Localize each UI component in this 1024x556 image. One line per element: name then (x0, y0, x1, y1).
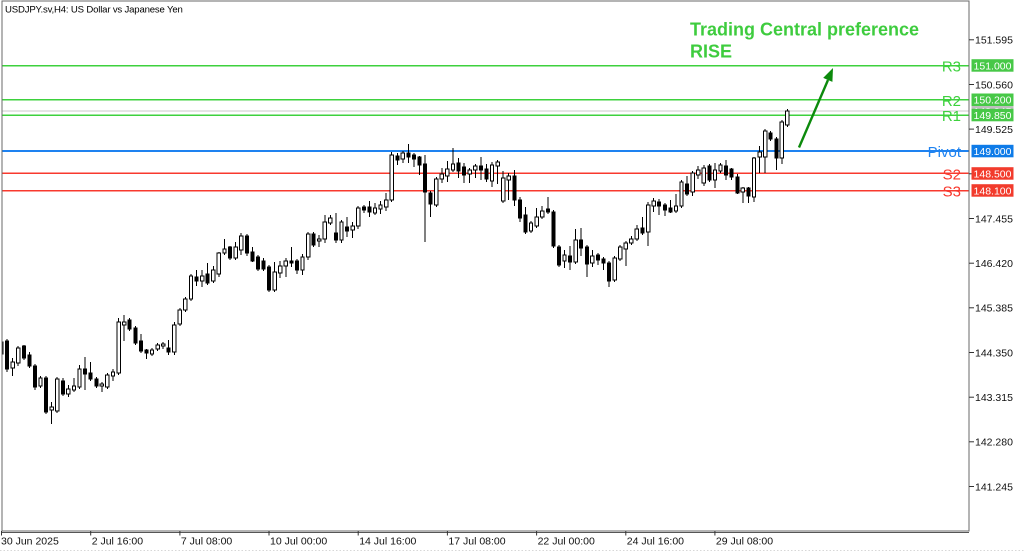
svg-text:147.455: 147.455 (975, 213, 1013, 225)
svg-text:151.595: 151.595 (975, 35, 1013, 47)
svg-text:146.420: 146.420 (975, 258, 1013, 270)
svg-text:2 Jul 16:00: 2 Jul 16:00 (92, 536, 144, 548)
svg-text:S3: S3 (943, 184, 961, 201)
svg-text:7 Jul 08:00: 7 Jul 08:00 (181, 536, 233, 548)
svg-text:22 Jul 00:00: 22 Jul 00:00 (538, 536, 595, 548)
svg-text:145.385: 145.385 (975, 303, 1013, 315)
svg-text:29 Jul 08:00: 29 Jul 08:00 (716, 536, 773, 548)
svg-text:149.525: 149.525 (975, 124, 1013, 136)
svg-text:142.280: 142.280 (975, 437, 1013, 449)
svg-text:30 Jun 2025: 30 Jun 2025 (1, 536, 59, 548)
svg-text:10 Jul 00:00: 10 Jul 00:00 (270, 536, 327, 548)
svg-text:R3: R3 (942, 59, 961, 76)
svg-text:151.000: 151.000 (974, 60, 1012, 72)
svg-text:24 Jul 16:00: 24 Jul 16:00 (627, 536, 684, 548)
svg-text:USDJPY.sv,H4: US Dollar vs Ja: USDJPY.sv,H4: US Dollar vs Japanese Yen (5, 5, 183, 16)
svg-text:RISE: RISE (690, 42, 732, 62)
svg-text:148.100: 148.100 (974, 185, 1012, 197)
svg-text:150.560: 150.560 (975, 79, 1013, 91)
svg-text:149.850: 149.850 (974, 110, 1012, 122)
svg-text:R2: R2 (942, 93, 961, 110)
svg-text:S2: S2 (943, 166, 961, 183)
svg-text:148.500: 148.500 (974, 168, 1012, 180)
svg-text:Trading Central preference: Trading Central preference (690, 20, 919, 40)
svg-text:149.000: 149.000 (974, 146, 1012, 158)
svg-text:Pivot: Pivot (928, 144, 962, 161)
svg-text:150.200: 150.200 (974, 95, 1012, 107)
svg-text:17 Jul 08:00: 17 Jul 08:00 (448, 536, 505, 548)
svg-text:141.245: 141.245 (975, 481, 1013, 493)
svg-text:R1: R1 (942, 108, 961, 125)
svg-text:143.315: 143.315 (975, 392, 1013, 404)
svg-text:144.350: 144.350 (975, 347, 1013, 359)
svg-text:14 Jul 16:00: 14 Jul 16:00 (359, 536, 416, 548)
